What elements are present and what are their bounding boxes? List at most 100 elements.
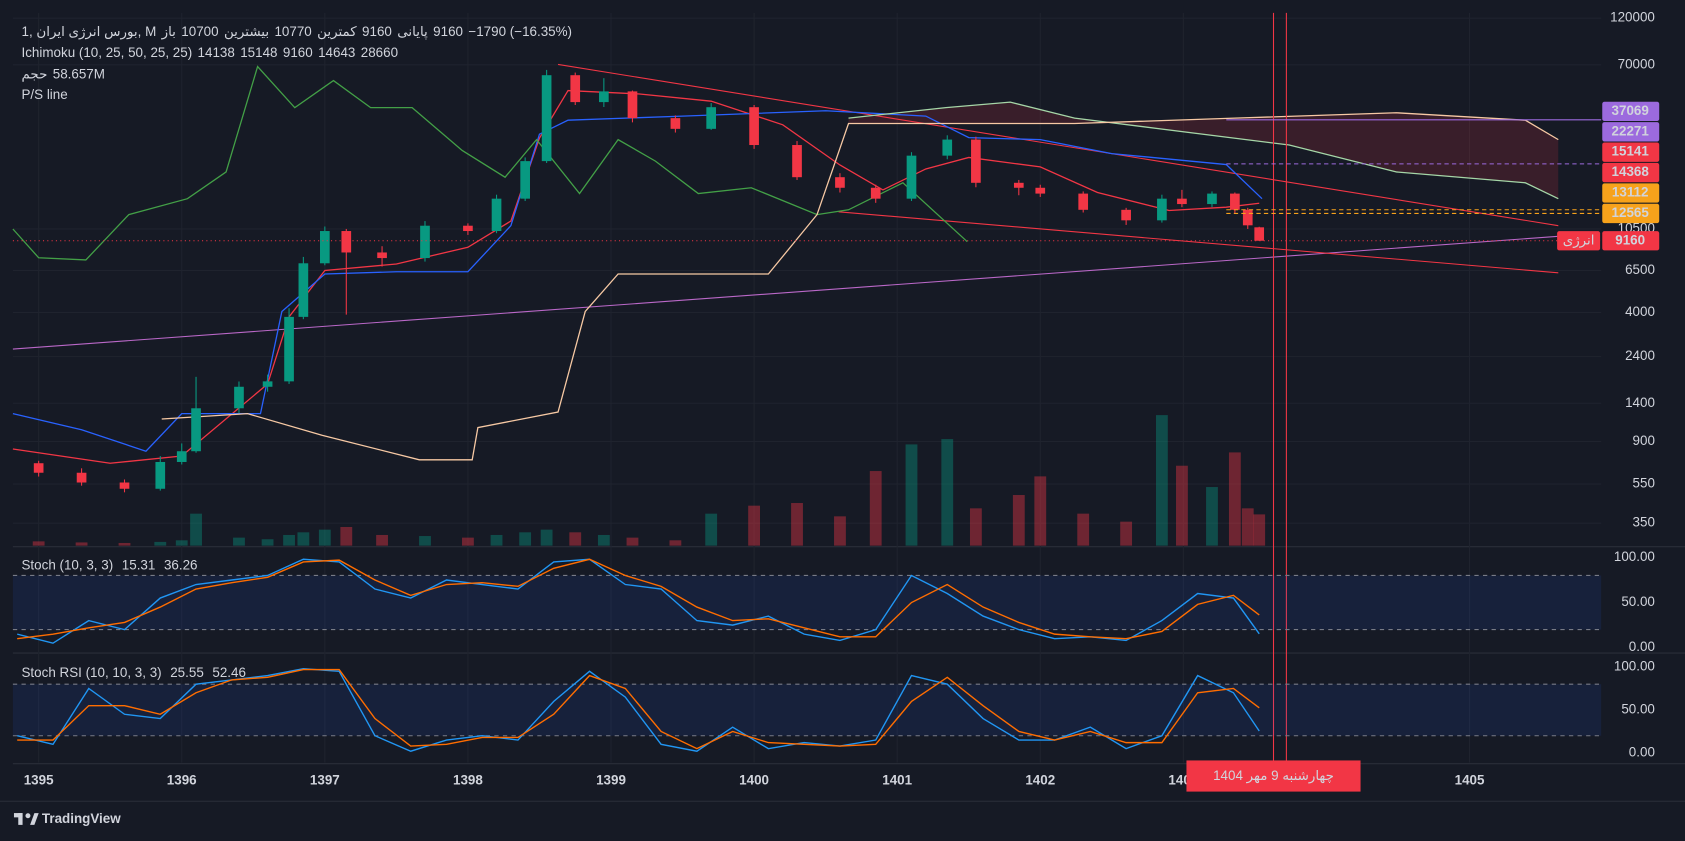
- price-tag: [1602, 122, 1660, 142]
- ichimoku-value: 15148: [240, 45, 277, 60]
- high-label: بیشترین: [224, 24, 269, 40]
- candle-body: [463, 225, 473, 232]
- oscillator-value: 15.31: [122, 558, 156, 573]
- volume-bar: [1120, 521, 1133, 546]
- candle-body: [570, 75, 581, 103]
- price-tag-label: 14368: [1612, 164, 1650, 179]
- y-tick-label: 50.00: [1621, 702, 1655, 717]
- volume-title: حجم: [21, 67, 47, 83]
- price-tag-label: 15141: [1612, 144, 1650, 159]
- volume-bar: [376, 534, 388, 546]
- indicator-line: [848, 101, 1559, 200]
- y-tick-label: 350: [1633, 515, 1655, 530]
- candle-body: [76, 472, 87, 483]
- candle-body: [377, 252, 387, 259]
- brand-logo: [13, 813, 39, 825]
- x-tick-label: 1400: [739, 772, 769, 787]
- volume-bar: [905, 444, 918, 546]
- symbol: 1, بورس انرژی ایران, M: [21, 24, 156, 40]
- candle-body: [541, 75, 552, 162]
- volume-bar: [1077, 513, 1090, 546]
- candle-body: [1207, 193, 1217, 205]
- x-tick-label: 1401: [882, 772, 912, 787]
- oscillator-band: [12, 684, 1602, 736]
- candle-body: [341, 231, 352, 253]
- volume-bar: [261, 539, 274, 546]
- volume-bar: [941, 439, 954, 546]
- volume-bar: [462, 537, 474, 546]
- candle-body: [942, 139, 953, 156]
- volume-bar: [1253, 514, 1266, 546]
- candle-body: [1078, 193, 1089, 210]
- volume-bar: [1228, 452, 1241, 546]
- candle-body: [1230, 193, 1240, 210]
- ps-line-title: P/S line: [21, 87, 67, 102]
- indicator-line: [161, 112, 1559, 461]
- high-value: 10770: [274, 24, 311, 39]
- candle-body: [262, 381, 273, 387]
- y-tick-label: 120000: [1610, 10, 1655, 25]
- volume-value: 58.657M: [53, 67, 105, 82]
- volume-bar: [490, 534, 503, 546]
- volume-bar: [626, 537, 639, 546]
- price-tag-label: 13112: [1612, 185, 1649, 200]
- close-label: پایانی: [397, 24, 428, 39]
- ichimoku-value: 14643: [318, 45, 355, 60]
- candle-body: [319, 231, 330, 264]
- candle-body: [627, 91, 638, 119]
- ichimoku-value: 9160: [283, 45, 313, 60]
- candle-body: [119, 482, 130, 489]
- trendline: [12, 235, 1559, 350]
- volume-bar: [540, 529, 553, 546]
- candle-body: [670, 118, 681, 129]
- y-tick-label: 6500: [1625, 262, 1655, 277]
- volume-bar: [669, 540, 682, 546]
- y-tick-label: 100.00: [1614, 549, 1655, 564]
- volume-bar: [748, 505, 761, 546]
- volume-bar: [32, 541, 45, 546]
- y-tick-label: 0.00: [1629, 744, 1655, 759]
- candle-body: [971, 139, 981, 183]
- y-tick-label: 4000: [1625, 304, 1655, 319]
- x-tick-label: 1395: [24, 772, 54, 787]
- volume-bar: [318, 529, 331, 546]
- candle-body: [491, 198, 502, 232]
- x-tick-label: 1402: [1025, 772, 1055, 787]
- x-tick-label: 1405: [1455, 772, 1485, 787]
- price-tag-label: 22271: [1612, 123, 1650, 138]
- y-tick-label: 70000: [1618, 56, 1655, 71]
- candle-body: [1254, 227, 1265, 241]
- volume-bar: [190, 513, 202, 546]
- ichimoku-cloud: [848, 102, 1559, 199]
- candle-body: [1013, 182, 1024, 188]
- candle-body: [870, 187, 881, 199]
- price-tag-label: 37069: [1612, 103, 1649, 118]
- candle-body: [706, 107, 717, 129]
- volume-bar: [519, 532, 532, 546]
- volume-bar: [419, 536, 431, 546]
- volume-bar: [1155, 415, 1168, 546]
- trendline: [838, 211, 1559, 274]
- y-tick-label: 550: [1633, 476, 1655, 491]
- indicator-line: [12, 89, 1260, 464]
- oscillator-value: 25.55: [170, 665, 204, 680]
- candle-body: [599, 91, 609, 103]
- volume-bar: [154, 541, 167, 546]
- volume-bar: [283, 534, 295, 546]
- x-tick-label: 1399: [596, 772, 626, 787]
- y-tick-label: 50.00: [1621, 594, 1655, 609]
- close-value: 9160: [433, 24, 463, 39]
- candle-body: [1157, 198, 1167, 221]
- oscillator-line: [17, 558, 1260, 640]
- volume-bar: [118, 542, 131, 546]
- y-tick-label: 900: [1633, 433, 1655, 448]
- volume-bar: [705, 513, 718, 546]
- volume-bar: [869, 471, 882, 546]
- volume-bar: [569, 532, 582, 546]
- oscillator-band: [12, 575, 1602, 630]
- price-tag: [1602, 162, 1660, 183]
- x-tick-label: 1398: [453, 772, 483, 787]
- volume-bar: [597, 534, 610, 546]
- candle-body: [284, 316, 294, 382]
